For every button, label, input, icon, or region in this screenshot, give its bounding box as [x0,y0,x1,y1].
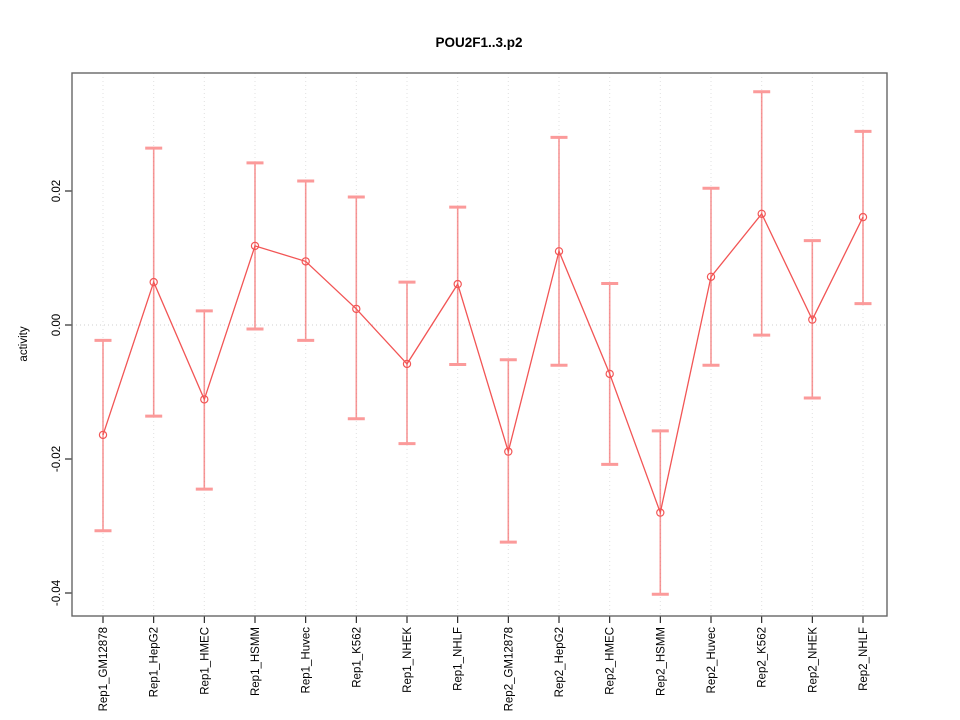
x-tick-label: Rep1_GM12878 [98,627,110,711]
plot-area: Rep1_GM12878 Rep1_HepG2 Rep1_HMEC Rep1_HSMM… [51,72,888,711]
y-axis-label: activity [18,326,30,361]
x-tick-label: Rep1_NHEK [402,627,414,693]
data-point-marker [250,241,260,251]
x-tick-label: Rep2_K562 [757,627,769,688]
y-tick-label: 0.02 [51,180,63,202]
data-point-marker [808,315,817,324]
x-tick-label: Rep1_NHLF [453,627,465,691]
x-tick-label: Rep1_HSMM [250,627,262,696]
x-tick-label: Rep1_HMEC [199,627,211,695]
x-tick-label: Rep1_Huvec [301,627,313,694]
y-tick-label: -0.02 [51,446,63,472]
x-tick-label: Rep1_HepG2 [149,627,161,697]
data-point-marker [301,257,310,266]
data-point-marker [706,272,716,281]
data-point-marker [200,395,209,404]
series-line [102,212,864,515]
data-point-marker [858,212,868,222]
data-point-marker [656,508,665,517]
data-point-marker [98,430,108,440]
data-point-marker [504,447,513,456]
y-tick-label: 0.00 [51,314,63,336]
y-tick-label: -0.04 [51,579,63,606]
data-point-marker [352,304,361,314]
plot-frame [71,72,888,617]
x-tick-label: Rep2_HMEC [605,627,617,695]
data-point-marker [453,279,462,289]
data-point-marker [605,369,614,379]
data-point-marker [757,209,766,218]
x-tick-label: Rep2_NHLF [858,627,870,691]
x-tick-label: Rep1_K562 [351,627,363,688]
x-tick-label: Rep2_NHEK [807,627,819,693]
data-point-marker [402,359,412,369]
x-tick-label: Rep2_HSMM [655,627,667,696]
x-tick-label: Rep2_HepG2 [554,627,566,697]
data-point-marker [149,277,158,287]
chart-title: POU2F1..3.p2 [435,35,522,50]
data-point-marker [554,247,564,256]
x-tick-label: Rep2_GM12878 [503,627,515,711]
x-tick-label: Rep2_Huvec [706,627,718,694]
